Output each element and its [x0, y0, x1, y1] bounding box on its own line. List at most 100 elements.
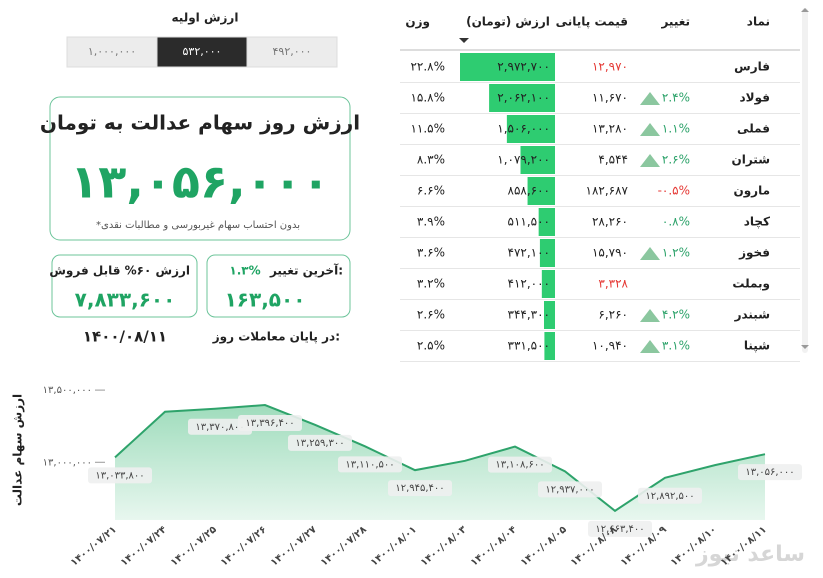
table-header[interactable]: وزن	[405, 15, 430, 30]
symbol: فملی	[737, 122, 770, 136]
price: ۴,۵۴۴	[598, 153, 628, 167]
table-header[interactable]: تغییر	[660, 15, 690, 29]
value-bar	[506, 115, 555, 143]
price: ۱۸۲,۶۸۷	[586, 184, 629, 198]
price: ۱۰,۹۴۰	[592, 339, 628, 353]
point-label-bg	[188, 418, 252, 435]
value: ۸۵۸,۶۰۰	[508, 184, 551, 198]
weight: ۳.۶%	[417, 246, 445, 260]
value-bar	[543, 301, 555, 329]
up-arrow	[640, 247, 660, 260]
summary-value: ۱۳,۰۵۶,۰۰۰	[70, 155, 330, 209]
point-label: ۱۳,۱۰۸,۶۰۰	[495, 460, 544, 471]
point-label: ۱۳,۳۷۰,۸۰۰	[195, 422, 244, 433]
sellable-value: ۷,۸۳۳,۶۰۰	[75, 288, 176, 312]
point-label-bg	[488, 456, 552, 473]
price: ۶,۲۶۰	[598, 308, 628, 322]
y-axis-label: ارزش سهام عدالت	[11, 394, 26, 506]
value: ۱,۵۰۶,۰۰۰	[497, 122, 550, 136]
symbol: شتران	[731, 153, 770, 167]
scrollbar[interactable]	[802, 8, 808, 353]
value: ۱,۰۷۹,۲۰۰	[497, 153, 550, 167]
value-bar	[539, 239, 555, 267]
change-amount: ۱۶۳,۵۰۰	[225, 288, 306, 312]
table-header[interactable]: نماد	[747, 15, 770, 29]
x-tick-label: ۱۴۰۰/۰۷/۲۶	[219, 524, 269, 569]
price: ۱۳,۲۸۰	[592, 122, 628, 136]
point-label-bg	[238, 415, 302, 432]
point-label: ۱۳,۳۹۶,۴۰۰	[245, 418, 294, 429]
change-percent: ۱.۳%	[229, 264, 260, 278]
value: ۳۳۱,۵۰۰	[508, 339, 551, 353]
x-tick-label: ۱۴۰۰/۰۸/۰۳	[419, 524, 469, 569]
x-tick-label: ۱۴۰۰/۰۷/۲۷	[269, 524, 319, 569]
point-label: ۱۳,۲۵۹,۳۰۰	[295, 438, 344, 449]
table-header[interactable]: ارزش (تومان)	[466, 15, 550, 30]
weight: ۱۵.۸%	[410, 91, 445, 105]
date-label: در پایان معاملات روز:	[212, 330, 340, 345]
up-arrow	[640, 309, 660, 322]
sellable-card	[51, 254, 198, 318]
change: ۰.۸%	[662, 215, 690, 229]
point-label: ۱۲,۹۴۵,۴۰۰	[395, 483, 444, 494]
point-label-bg	[338, 456, 402, 473]
value: ۵۱۱,۵۰۰	[508, 215, 551, 229]
price: ۱۱,۶۷۰	[592, 91, 628, 105]
weight: ۲.۶%	[417, 308, 445, 322]
initial-option[interactable]	[156, 36, 248, 68]
point-label: ۱۲,۸۹۲,۵۰۰	[645, 491, 694, 502]
change: ۳.۱%	[662, 339, 690, 353]
line	[114, 404, 766, 513]
symbol: مارون	[733, 184, 770, 199]
change: ۲.۴%	[662, 91, 690, 105]
symbol: فخوز	[738, 246, 770, 261]
change: ۴.۲%	[662, 308, 690, 322]
weight: ۱۱.۵%	[410, 122, 445, 136]
change: ۲.۶%	[662, 153, 690, 167]
up-arrow	[640, 123, 660, 136]
value-bar	[544, 332, 555, 360]
weight: ۲۲.۸%	[410, 60, 445, 74]
table-header[interactable]: قیمت پایانی	[556, 15, 628, 29]
symbol: کچاد	[744, 215, 770, 229]
value-bar	[489, 84, 555, 112]
initial-option-label: ۱,۰۰۰,۰۰۰	[88, 45, 136, 58]
x-tick-label: ۱۴۰۰/۰۷/۲۸	[319, 524, 369, 569]
value: ۲,۰۶۲,۱۰۰	[497, 91, 550, 105]
change: ۱.۱%	[662, 122, 690, 136]
initial-option[interactable]	[246, 36, 338, 68]
weight: ۳.۹%	[417, 215, 445, 229]
point-label-bg	[588, 520, 652, 537]
initial-option[interactable]	[66, 36, 158, 68]
x-tick-label: ۱۴۰۰/۰۷/۲۴	[119, 524, 169, 569]
value: ۴۷۲,۱۰۰	[508, 246, 551, 260]
value-bar	[520, 146, 555, 174]
initial-title: ارزش اولیه	[172, 11, 239, 26]
weight: ۸.۳%	[417, 153, 445, 167]
sellable-label: ارزش ۶۰% قابل فروش	[49, 264, 190, 279]
price: ۳,۳۲۸	[598, 277, 628, 291]
point-label-bg	[638, 487, 702, 504]
point-label: ۱۳,۱۱۰,۵۰۰	[345, 459, 394, 470]
area	[115, 405, 765, 520]
price: ۱۵,۷۹۰	[592, 246, 628, 260]
point-label: ۱۲,۹۳۷,۰۰۰	[545, 484, 594, 495]
value-bar	[460, 53, 555, 81]
point-label-bg	[88, 467, 152, 484]
symbol: فارس	[734, 60, 770, 74]
value: ۴۱۲,۰۰۰	[508, 277, 551, 291]
x-tick-label: ۱۴۰۰/۰۸/۰۱	[369, 524, 419, 569]
value: ۳۴۴,۳۰۰	[508, 308, 551, 322]
value: ۲,۹۷۲,۷۰۰	[497, 60, 550, 74]
x-tick-label: ۱۴۰۰/۰۷/۲۱	[69, 524, 119, 569]
price: ۲۸,۲۶۰	[592, 215, 628, 229]
value-bar	[541, 270, 555, 298]
x-tick-label: ۱۴۰۰/۰۸/۰۴	[469, 524, 519, 569]
symbol: فولاد	[740, 91, 770, 106]
up-arrow	[640, 154, 660, 167]
value-bar	[538, 208, 555, 236]
symbol: شبندر	[734, 308, 770, 322]
summary-title: ارزش روز سهام عدالت به تومان	[40, 111, 360, 135]
